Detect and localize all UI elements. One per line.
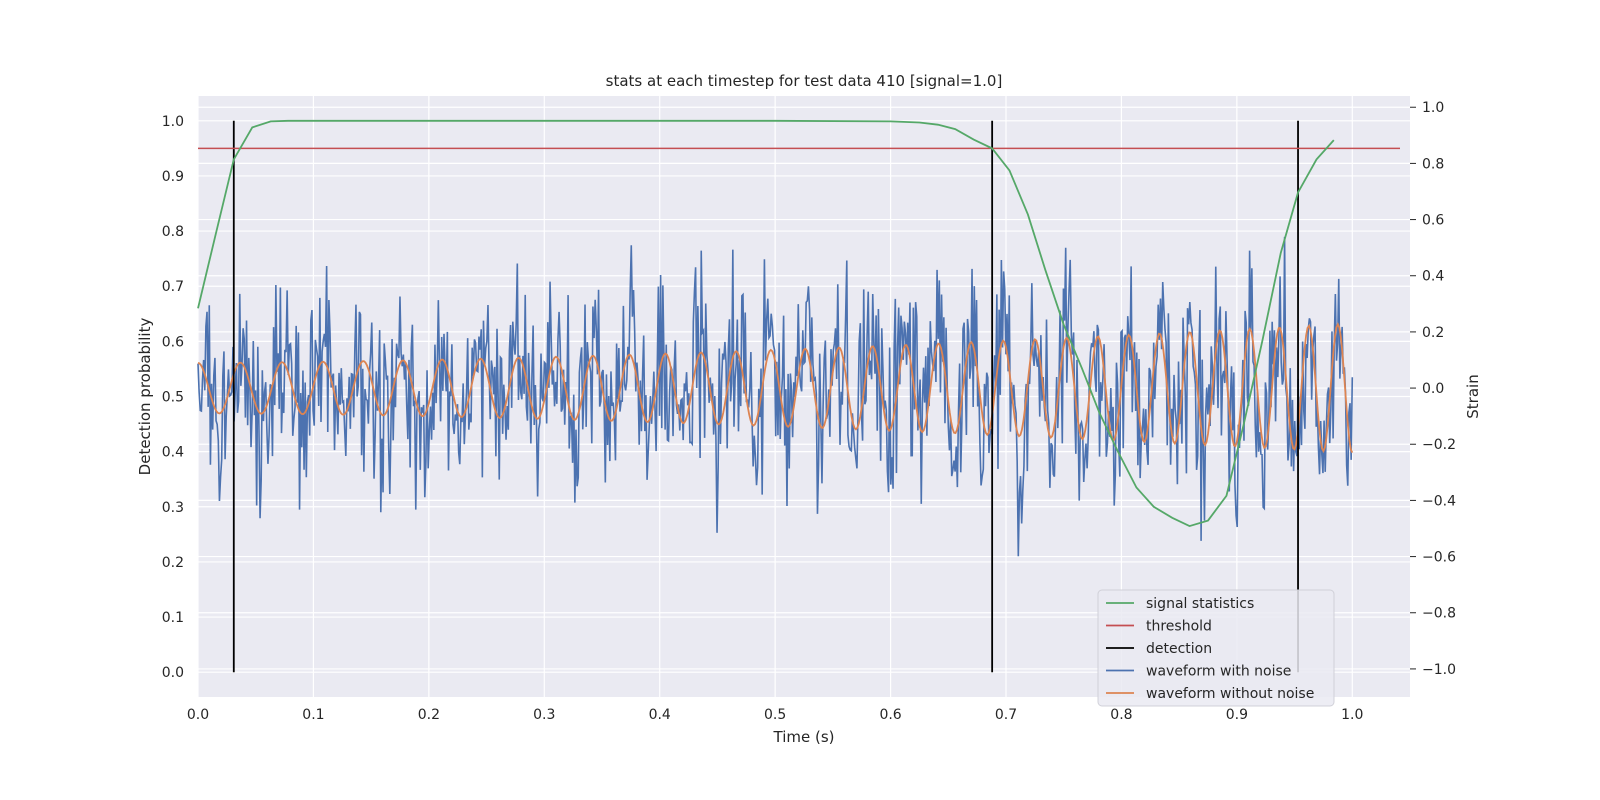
series-layer (197, 119, 1400, 673)
chart-title: stats at each timestep for test data 410… (606, 72, 1003, 90)
legend-label: detection (1146, 641, 1212, 657)
x-tick-label: 0.6 (879, 707, 901, 723)
y-tick-label: 1.0 (162, 114, 184, 130)
legend-label: waveform without noise (1146, 686, 1314, 702)
y2-tick-label: 0.0 (1422, 381, 1444, 397)
x-tick-label: 1.0 (1341, 707, 1363, 723)
y2-tick-label: −0.6 (1422, 550, 1456, 566)
x-tick-label: 0.2 (418, 707, 440, 723)
y2-tick-label: 1.0 (1422, 100, 1444, 116)
x-tick-label: 0.8 (1110, 707, 1132, 723)
y-tick-label: 0.0 (162, 665, 184, 681)
x-axis-label: Time (s) (773, 728, 835, 746)
y-tick-label: 0.1 (162, 610, 184, 626)
waveform-without-noise-line (197, 322, 1354, 454)
x-tick-label: 0.1 (302, 707, 324, 723)
x-tick-label: 0.5 (764, 707, 786, 723)
legend: signal statistics threshold detection wavef… (1097, 589, 1335, 707)
y-tick-label: 0.3 (162, 500, 184, 516)
x-tick-label: 0.4 (649, 707, 671, 723)
y2-tick-label: −0.4 (1422, 493, 1456, 509)
y-tick-label: 0.5 (162, 390, 184, 406)
y2-axis-label: Strain (1464, 374, 1482, 418)
legend-label: waveform with noise (1146, 664, 1291, 680)
y2-tick-label: 0.4 (1422, 269, 1444, 285)
y2-tick-label: −0.2 (1422, 437, 1456, 453)
y-tick-label: 0.4 (162, 445, 184, 461)
legend-label: signal statistics (1146, 596, 1254, 612)
x-tick-label: 0.7 (995, 707, 1017, 723)
y2-tick-label: 0.2 (1422, 325, 1444, 341)
y-tick-label: 0.8 (162, 224, 184, 240)
y-tick-label: 0.7 (162, 279, 184, 295)
y-tick-label: 0.9 (162, 169, 184, 185)
x-tick-label: 0.0 (187, 707, 209, 723)
waveform-with-noise-line (197, 236, 1354, 557)
y2-tick-label: −1.0 (1422, 662, 1456, 678)
y2-tick-label: 0.6 (1422, 213, 1444, 229)
x-tick-label: 0.3 (533, 707, 555, 723)
y-tick-label: 0.2 (162, 555, 184, 571)
y2-tick-label: −0.8 (1422, 606, 1456, 622)
x-tick-label: 0.9 (1226, 707, 1248, 723)
y2-tick-label: 0.8 (1422, 156, 1444, 172)
y-axis-label: Detection probability (136, 318, 154, 476)
legend-label: threshold (1146, 619, 1212, 635)
signal-statistics-line (197, 119, 1335, 528)
y-tick-label: 0.6 (162, 334, 184, 350)
axes: 0.0 0.1 0.2 0.3 0.4 0.5 0.6 0.7 0.8 0.9 1.0 0.0 0.1 0… (162, 100, 1456, 723)
legend-box (1097, 589, 1335, 707)
